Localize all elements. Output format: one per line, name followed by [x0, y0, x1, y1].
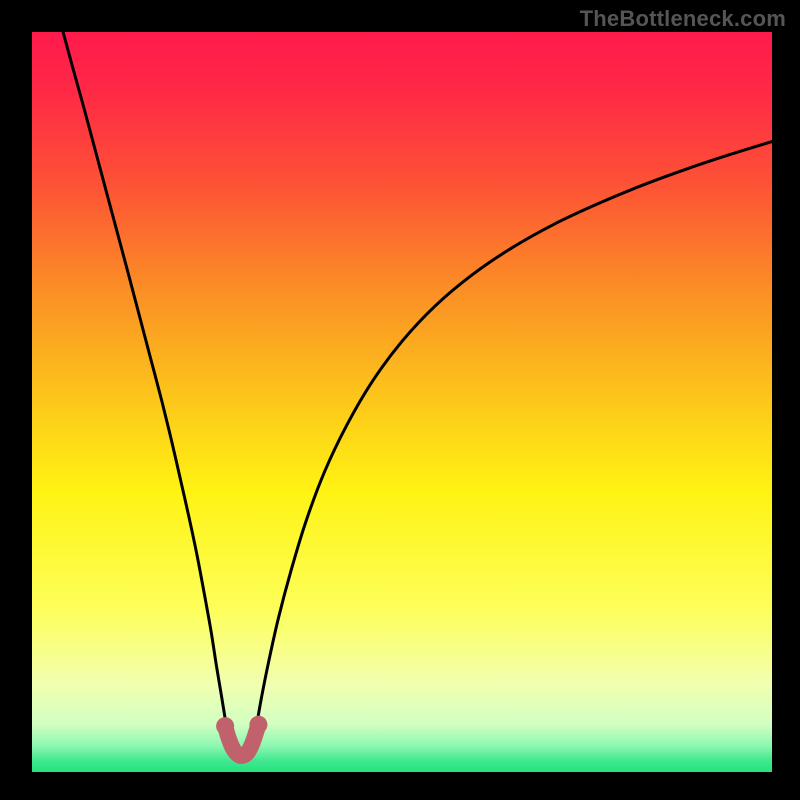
plot-area: [32, 32, 772, 772]
marker-end-dot-1: [249, 716, 267, 734]
watermark-label: TheBottleneck.com: [580, 6, 786, 32]
gradient-background: [32, 32, 772, 772]
chart-svg: [32, 32, 772, 772]
marker-end-dot-0: [216, 717, 234, 735]
chart-root: TheBottleneck.com: [0, 0, 800, 800]
